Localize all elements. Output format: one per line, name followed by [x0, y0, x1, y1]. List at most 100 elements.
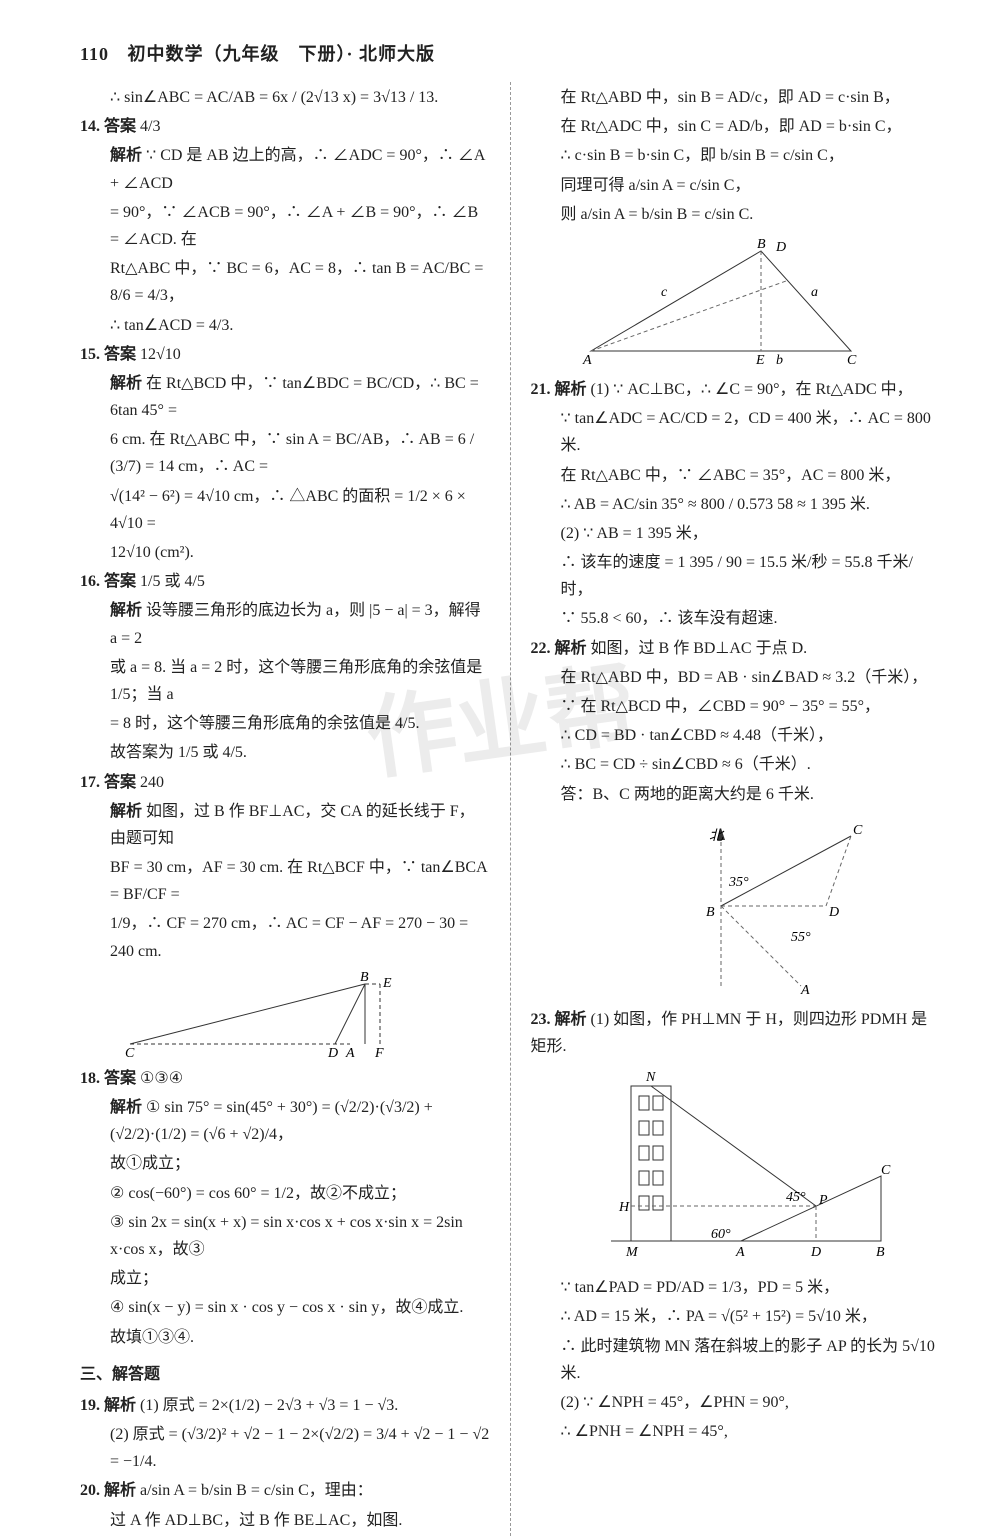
- q22-number: 22.: [531, 640, 551, 657]
- q21-l7: ∵ 55.8 < 60，∴ 该车没有超速.: [531, 605, 941, 632]
- q16-answer: 1/5 或 4/5: [140, 573, 205, 590]
- q21-l6: ∴ 该车的速度 = 1 395 / 90 = 15.5 米/秒 = 55.8 千…: [531, 549, 941, 603]
- left-column: ∴ sin∠ABC = AC/AB = 6x / (2√13 x) = 3√13…: [80, 82, 490, 1536]
- q23-l3: ∴ AD = 15 米，∴ PA = √(5² + 15²) = 5√10 米，: [531, 1303, 941, 1330]
- q23-fig-c: C: [881, 1163, 891, 1178]
- q21-l5: (2) ∵ AB = 1 395 米，: [531, 520, 941, 547]
- q23-fig-60: 60°: [711, 1227, 731, 1242]
- q16-header: 16. 答案 1/5 或 4/5: [80, 568, 490, 595]
- q21-l2: ∵ tan∠ADC = AC/CD = 2，CD = 400 米，∴ AC = …: [531, 405, 941, 459]
- q22-l1: 如图，过 B 作 BD⊥AC 于点 D.: [591, 640, 808, 657]
- q20-e2: 过 A 作 AD⊥BC，过 B 作 BE⊥AC，如图.: [80, 1507, 490, 1534]
- q22-l5: ∴ BC = CD ÷ sin∠CBD ≈ 6（千米）.: [531, 751, 941, 778]
- q14-e4: ∴ tan∠ACD = 4/3.: [80, 312, 490, 339]
- q22-fig-d: D: [828, 905, 839, 920]
- q23-l4: ∴ 此时建筑物 MN 落在斜坡上的影子 AP 的长为 5√10 米.: [531, 1333, 941, 1387]
- q22-header: 22. 解析 如图，过 B 作 BD⊥AC 于点 D.: [531, 635, 941, 662]
- q20c-l5: 则 a/sin A = b/sin B = c/sin C.: [531, 201, 941, 228]
- q23-fig-d: D: [810, 1245, 821, 1260]
- q14-answer: 4/3: [140, 118, 160, 135]
- q18-number: 18.: [80, 1070, 100, 1087]
- q22-fig-north: 北: [709, 828, 725, 844]
- q23-fig-n: N: [645, 1070, 656, 1085]
- q17-e1: 如图，过 B 作 BF⊥AC，交 CA 的延长线于 F，由题可知: [110, 803, 475, 847]
- q23-fig-m: M: [625, 1245, 639, 1260]
- q16-ans-label: 答案: [104, 573, 136, 590]
- q23-l1: (1) 如图，作 PH⊥MN 于 H，则四边形 PDMH 是矩形.: [531, 1011, 928, 1055]
- q20-fig-a-vert: A: [582, 353, 592, 366]
- q18-exp-row: 解析 ① sin 75° = sin(45° + 30°) = (√2/2)·(…: [80, 1094, 490, 1148]
- q16-exp-row: 解析 设等腰三角形的底边长为 a，则 |5 − a| = 3，解得 a = 2: [80, 597, 490, 651]
- q17-fig-f: F: [374, 1046, 384, 1059]
- q23-exp-label: 解析: [555, 1011, 587, 1028]
- page: 作业帮 110 初中数学（九年级 下册）· 北师大版 ∴ sin∠ABC = A…: [0, 0, 1000, 1428]
- q19-header: 19. 解析 (1) 原式 = 2×(1/2) − 2√3 + √3 = 1 −…: [80, 1392, 490, 1419]
- q21-l1: (1) ∵ AC⊥BC，∴ ∠C = 90°，在 Rt△ADC 中，: [591, 381, 913, 398]
- q20c-l1: 在 Rt△ABD 中，sin B = AD/c，即 AD = c·sin B，: [531, 84, 941, 111]
- q15-e1: 在 Rt△BCD 中，∵ tan∠BDC = BC/CD，∴ BC = 6tan…: [110, 375, 479, 419]
- q23-number: 23.: [531, 1011, 551, 1028]
- q23-fig-a: A: [735, 1245, 745, 1260]
- q18-e1: ① sin 75° = sin(45° + 30°) = (√2/2)·(√3/…: [110, 1099, 433, 1143]
- q22-l4: ∴ CD = BD · tan∠CBD ≈ 4.48（千米），: [531, 722, 941, 749]
- q20-fig-d-vert: D: [775, 240, 786, 255]
- q23-figure: N M H A D B P C 60° 45°: [591, 1066, 891, 1266]
- q20-figure: A C B D E c a b: [571, 236, 871, 366]
- q15-header: 15. 答案 12√10: [80, 341, 490, 368]
- q20-fig-c-vert: C: [847, 353, 857, 366]
- q16-e4: 故答案为 1/5 或 4/5.: [80, 739, 490, 766]
- q17-ans-label: 答案: [104, 774, 136, 791]
- q17-answer: 240: [140, 774, 164, 791]
- q18-e6: ④ sin(x − y) = sin x · cos y − cos x · s…: [80, 1294, 490, 1321]
- header-title: 初中数学（九年级 下册）· 北师大版: [128, 44, 436, 64]
- q22-fig-b: B: [706, 905, 715, 920]
- q23-fig-45: 45°: [786, 1190, 806, 1205]
- q20-fig-b-vert: B: [757, 237, 766, 252]
- q22-l2: 在 Rt△ABD 中，BD = AB · sin∠BAD ≈ 3.2（千米），: [531, 664, 941, 691]
- q23-header: 23. 解析 (1) 如图，作 PH⊥MN 于 H，则四边形 PDMH 是矩形.: [531, 1006, 941, 1060]
- q17-fig-a: A: [345, 1046, 355, 1059]
- q21-header: 21. 解析 (1) ∵ AC⊥BC，∴ ∠C = 90°，在 Rt△ADC 中…: [531, 376, 941, 403]
- q17-exp-label: 解析: [110, 803, 142, 820]
- q16-e2: 或 a = 8. 当 a = 2 时，这个等腰三角形底角的余弦值是 1/5；当 …: [80, 654, 490, 708]
- q18-e7: 故填①③④.: [80, 1324, 490, 1351]
- q18-e3: ② cos(−60°) = cos 60° = 1/2，故②不成立；: [80, 1180, 490, 1207]
- q16-e3: = 8 时，这个等腰三角形底角的余弦值是 4/5.: [80, 710, 490, 737]
- q22-l3: ∵ 在 Rt△BCD 中，∠CBD = 90° − 35° = 55°，: [531, 693, 941, 720]
- q18-header: 18. 答案 ①③④: [80, 1065, 490, 1092]
- column-divider: [510, 82, 511, 1536]
- columns: ∴ sin∠ABC = AC/AB = 6x / (2√13 x) = 3√13…: [80, 82, 940, 1536]
- q21-l3: 在 Rt△ABC 中，∵ ∠ABC = 35°，AC = 800 米，: [531, 462, 941, 489]
- q20-number: 20.: [80, 1482, 100, 1499]
- page-number: 110: [80, 44, 122, 65]
- q23-fig-h: H: [618, 1200, 630, 1215]
- q16-number: 16.: [80, 573, 100, 590]
- q14-header: 14. 答案 4/3: [80, 113, 490, 140]
- q21-number: 21.: [531, 381, 551, 398]
- q17-header: 17. 答案 240: [80, 769, 490, 796]
- q19-e1: (1) 原式 = 2×(1/2) − 2√3 + √3 = 1 − √3.: [140, 1397, 398, 1414]
- q17-fig-e: E: [382, 976, 392, 991]
- q17-e3: 1/9，∴ CF = 270 cm，∴ AC = CF − AF = 270 −…: [80, 910, 490, 964]
- q19-e2: (2) 原式 = (√3/2)² + √2 − 1 − 2×(√2/2) = 3…: [80, 1421, 490, 1475]
- q15-e3: √(14² − 6²) = 4√10 cm，∴ △ABC 的面积 = 1/2 ×…: [80, 483, 490, 537]
- q18-exp-label: 解析: [110, 1099, 142, 1116]
- q14-exp-label: 解析: [110, 147, 142, 164]
- q14-e3: Rt△ABC 中，∵ BC = 6，AC = 8，∴ tan B = AC/BC…: [80, 255, 490, 309]
- q22-exp-label: 解析: [555, 640, 587, 657]
- q23-l6: ∴ ∠PNH = ∠NPH = 45°,: [531, 1418, 941, 1445]
- q16-exp-label: 解析: [110, 602, 142, 619]
- q14-ans-label: 答案: [104, 118, 136, 135]
- q20c-l2: 在 Rt△ADC 中，sin C = AD/b，即 AD = b·sin C，: [531, 113, 941, 140]
- q14-e1: ∵ CD 是 AB 边上的高，∴ ∠ADC = 90°，∴ ∠A + ∠ACD: [110, 147, 485, 191]
- q18-e4: ③ sin 2x = sin(x + x) = sin x·cos x + co…: [80, 1209, 490, 1263]
- q15-answer: 12√10: [140, 346, 181, 363]
- q23-fig-b: B: [876, 1245, 885, 1260]
- q20-exp-label: 解析: [104, 1482, 136, 1499]
- q20-fig-e-vert: E: [755, 353, 765, 366]
- q17-figure: C B D A F E: [120, 969, 420, 1059]
- q23-l5: (2) ∵ ∠NPH = 45°，∠PHN = 90°,: [531, 1389, 941, 1416]
- q20c-l4: 同理可得 a/sin A = c/sin C，: [531, 172, 941, 199]
- q15-exp-row: 解析 在 Rt△BCD 中，∵ tan∠BDC = BC/CD，∴ BC = 6…: [80, 370, 490, 424]
- q20-fig-side-a: a: [811, 285, 818, 300]
